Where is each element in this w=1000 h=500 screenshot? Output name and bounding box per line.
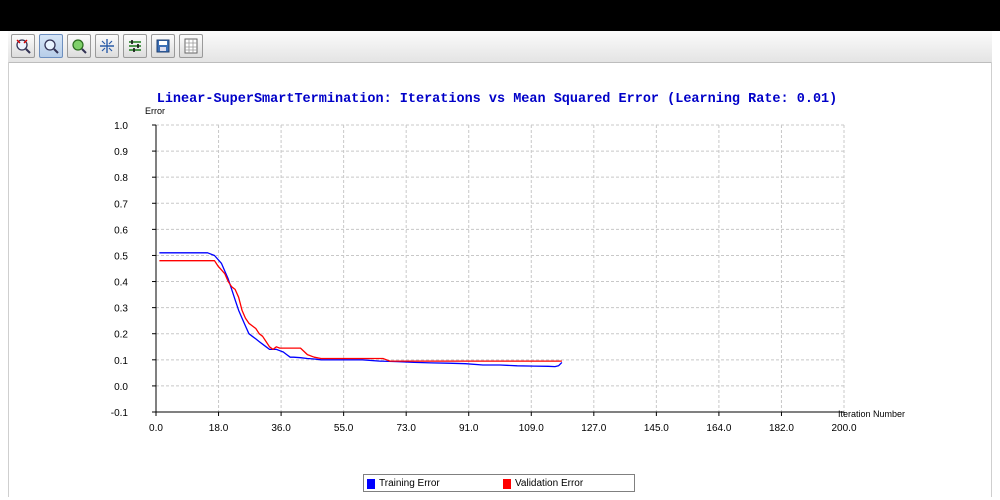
y-tick-label: 0.3: [114, 304, 128, 315]
x-tick-label: 0.0: [149, 423, 163, 434]
options-button[interactable]: [123, 34, 147, 58]
fit-icon: [100, 39, 114, 53]
zoom-reset-icon: [16, 39, 31, 54]
y-tick-label: 0.2: [114, 330, 128, 341]
zoom-reset-button[interactable]: [11, 34, 35, 58]
x-tick-label: 164.0: [706, 423, 731, 434]
chart-panel: [8, 62, 992, 497]
y-tick-label: 0.7: [114, 199, 128, 210]
training-error-line: [159, 252, 563, 368]
axes: [155, 125, 844, 413]
legend-swatch-validation: [503, 478, 511, 489]
legend-item-training: Training Error: [367, 478, 440, 489]
legend-label-training: Training Error: [379, 478, 440, 489]
series-lines: [159, 252, 563, 368]
legend: Training Error Validation Error: [363, 474, 635, 492]
grid: [156, 124, 845, 412]
y-tick-label: 0.6: [114, 225, 128, 236]
x-tick-label: 127.0: [581, 423, 606, 434]
x-tick-label: 109.0: [519, 423, 544, 434]
options-icon: [129, 40, 141, 52]
table-icon: [184, 38, 198, 54]
save-icon: [156, 39, 170, 53]
y-tick-label: 0.5: [114, 251, 128, 262]
legend-label-validation: Validation Error: [515, 478, 584, 489]
validation-error-line: [159, 260, 562, 362]
y-tick-labels: 1.0 0.9 0.8 0.7 0.6 0.5 0.4 0.3 0.2 0.1 0.0 -0.1: [111, 121, 156, 419]
y-tick-label: 0.0: [114, 382, 128, 393]
x-tick-label: 182.0: [769, 423, 794, 434]
x-tick-label: 18.0: [209, 423, 229, 434]
fit-button[interactable]: [95, 34, 119, 58]
x-tick-label: 91.0: [459, 423, 479, 434]
x-tick-label: 55.0: [334, 423, 354, 434]
y-tick-label: 0.1: [114, 356, 128, 367]
chart-window: [0, 31, 1000, 500]
y-tick-label: 0.4: [114, 278, 128, 289]
y-tick-label: 0.8: [114, 173, 128, 184]
legend-swatch-training: [367, 478, 375, 489]
legend-item-validation: Validation Error: [503, 478, 583, 489]
pan-icon: [72, 39, 87, 54]
pan-button[interactable]: [67, 34, 91, 58]
x-tick-label: 36.0: [271, 423, 291, 434]
y-tick-label: 1.0: [114, 121, 128, 132]
x-axis-label: Iteration Number: [838, 409, 905, 419]
table-button[interactable]: [179, 34, 203, 58]
toolbar: [8, 31, 992, 63]
y-tick-label: -0.1: [111, 408, 129, 419]
x-tick-labels: 0.0 18.0 36.0 55.0 73.0 91.0 109.0 127.0 145.0 16…: [149, 412, 857, 434]
zoom-icon: [44, 39, 59, 54]
x-tick-label: 73.0: [396, 423, 416, 434]
y-tick-label: 0.9: [114, 147, 128, 158]
x-tick-label: 145.0: [644, 423, 669, 434]
y-axis-label: Error: [145, 106, 165, 116]
chart-title: Linear-SuperSmartTermination: Iterations…: [157, 92, 838, 107]
zoom-button[interactable]: [39, 34, 63, 58]
save-button[interactable]: [151, 34, 175, 58]
x-tick-label: 200.0: [831, 423, 856, 434]
